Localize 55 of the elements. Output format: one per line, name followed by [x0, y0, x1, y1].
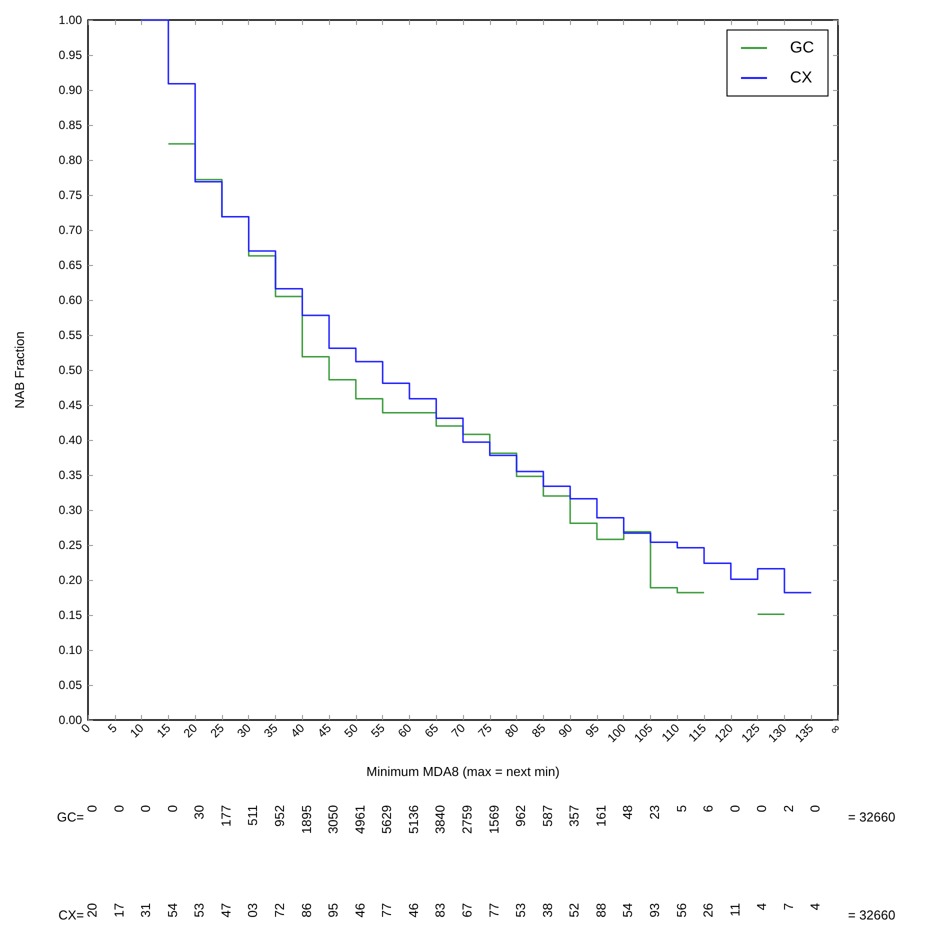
y-tick-label: 0.00: [58, 713, 82, 727]
x-tick-label: 95: [582, 720, 602, 740]
y-tick-label: 0.50: [58, 363, 82, 377]
y-tick-label: 0.90: [58, 83, 82, 97]
x-tick-label: 125: [738, 720, 763, 746]
legend-label: CX: [790, 70, 813, 86]
y-tick-label: 1.00: [58, 13, 82, 27]
x-tick-label: ∞: [827, 720, 844, 737]
legend-label: GC: [790, 40, 814, 56]
x-tick-label: 55: [368, 720, 388, 740]
y-tick-label: 0.15: [58, 608, 82, 622]
x-axis-title: Minimum MDA8 (max = next min): [366, 764, 560, 779]
x-tick-label: 25: [208, 720, 228, 740]
y-tick-label: 0.45: [58, 398, 82, 412]
x-tick-label: 90: [556, 720, 576, 740]
x-tick-label: 80: [502, 720, 522, 740]
y-tick-label: 0.95: [58, 48, 82, 62]
x-tick-label: 45: [314, 720, 334, 740]
y-tick-label: 0.75: [58, 188, 82, 202]
x-tick-label: 40: [288, 720, 308, 740]
x-tick-label: 5: [105, 720, 120, 736]
text: GC= 0 0 0 0 30 177 511 952 1895 3050 4961 5629 5136 3840 2759 1569 962 587 357 161 48 23 5 6 0 0 2 0 = 32660: [56, 805, 896, 834]
y-tick-label: 0.40: [58, 433, 82, 447]
x-tick-label: 110: [658, 720, 682, 744]
x-tick-label: 85: [528, 720, 549, 740]
x-tick-label: 20: [180, 720, 200, 740]
x-tick-label: 115: [686, 720, 710, 744]
y-tick-label: 0.30: [58, 503, 82, 517]
x-tick-label: 15: [154, 720, 174, 740]
x-tick-label: 50: [341, 720, 362, 740]
y-tick-label: 0.80: [58, 153, 82, 167]
x-tick-label: 30: [234, 720, 254, 740]
x-tick-label: 60: [395, 720, 415, 740]
y-tick-label: 0.20: [58, 573, 82, 587]
x-tick-label: 130: [765, 720, 790, 746]
x-tick-label: 135: [792, 720, 816, 746]
x-tick-label: 105: [631, 720, 656, 746]
x-tick-label: 35: [261, 720, 281, 740]
text: CX= 20 17 31 54 53 47 03 72 86 95 46 77 46 83 67 77 53 38 52 88 54 93 56 26 11 4 7 4 = 32660: [58, 903, 896, 922]
y-tick-label: 0.05: [58, 678, 82, 692]
x-tick-label: 120: [712, 720, 736, 746]
x-tick-label: 100: [604, 720, 629, 746]
y-tick-label: 0.85: [58, 118, 82, 132]
y-tick-label: 0.35: [58, 468, 82, 482]
y-tick-label: 0.60: [58, 293, 82, 307]
x-tick-label: 70: [448, 720, 468, 740]
y-tick-label: 0.25: [58, 538, 82, 552]
y-axis-title: NAB Fraction: [12, 331, 27, 409]
y-tick-label: 0.65: [58, 258, 82, 272]
x-tick-label: 65: [422, 720, 442, 740]
y-tick-label: 0.70: [58, 223, 82, 237]
x-tick-label: 10: [127, 720, 147, 740]
y-tick-label: 0.55: [58, 328, 82, 342]
y-tick-label: 0.10: [58, 643, 82, 657]
x-tick-label: 75: [475, 720, 495, 740]
